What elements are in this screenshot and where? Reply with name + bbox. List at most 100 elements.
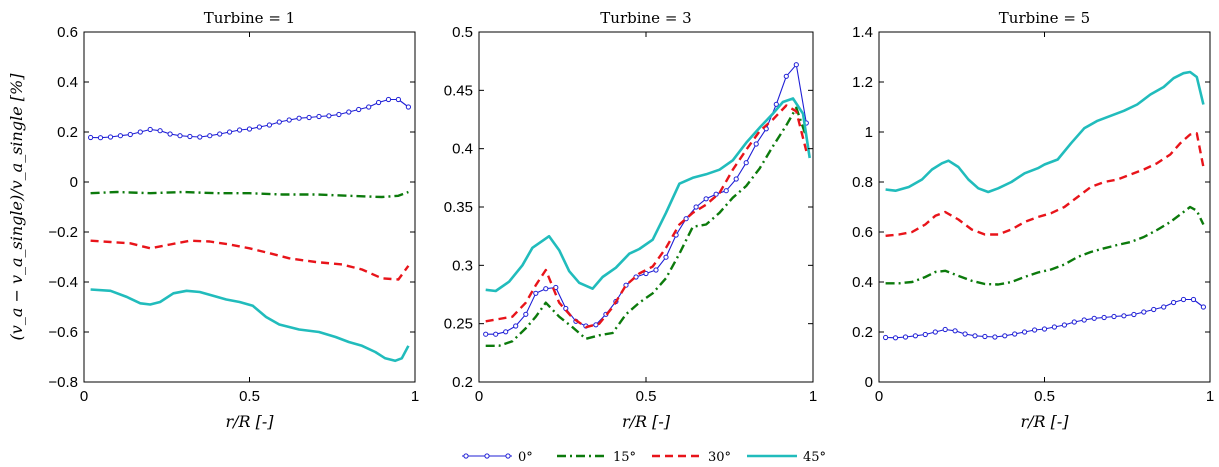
data-point [177, 133, 183, 139]
data-point [713, 191, 719, 197]
legend-label: 15° [613, 450, 636, 465]
series-line-3 [485, 97, 811, 293]
y-tick-label: 0.2 [57, 124, 78, 141]
data-point [1190, 296, 1197, 303]
data-point [1111, 313, 1117, 320]
series-line-2 [885, 132, 1205, 237]
data-point [883, 334, 889, 341]
x-axis-label: r/R [-] [225, 412, 274, 431]
panel-turbine-5: Turbine = 5 0 0.2 0.4 0.6 0.8 1 1.2 1.4 0 0.5 1 r/R … [852, 9, 1214, 431]
legend-label: 45° [803, 450, 826, 465]
data-point [227, 129, 233, 135]
data-point [743, 160, 749, 166]
data-point [1061, 322, 1068, 328]
y-tick-label: 1.2 [852, 74, 873, 91]
data-point [1091, 315, 1097, 321]
x-tick-label: 0.5 [636, 388, 657, 405]
data-point [366, 104, 372, 110]
data-point [1051, 324, 1058, 330]
data-point [773, 101, 779, 107]
series-line-1 [485, 106, 808, 347]
y-tick-label: 0.8 [852, 174, 873, 191]
y-tick-label: 0 [70, 174, 78, 191]
series-line-2 [90, 239, 410, 281]
data-point [256, 124, 262, 130]
data-point [316, 113, 322, 120]
data-point [912, 333, 919, 339]
y-axis-label: (v_a − v_a_single)/v_a_single [%] [7, 73, 26, 341]
data-point [1002, 333, 1008, 339]
panel-turbine-1: Turbine = 1 −0.8 −0.6 −0.4 −0.2 0 0.2 0.4 0.6 0 0.… [7, 9, 419, 431]
data-point [533, 290, 539, 296]
legend-item: 15° [557, 450, 636, 465]
legend-item: 30° [652, 450, 731, 465]
panel-turbine-3: Turbine = 3 0.2 0.25 0.3 0.35 0.4 0.45 0.5 0 0.5 1… [444, 9, 817, 431]
data-point [147, 126, 153, 133]
data-point [523, 311, 529, 317]
data-point [127, 131, 133, 138]
data-point [187, 133, 193, 140]
data-point [1041, 326, 1048, 332]
data-point [197, 134, 203, 140]
y-tick-label: 0.25 [444, 316, 473, 333]
x-axis-label: r/R [-] [622, 412, 671, 431]
y-tick-label: −0.8 [48, 374, 78, 391]
data-point [1022, 329, 1028, 335]
data-point [1081, 317, 1087, 323]
x-tick-label: 1 [1206, 388, 1214, 405]
x-tick-label: 0.5 [1034, 388, 1055, 405]
data-point [207, 133, 213, 139]
data-point [1071, 319, 1077, 325]
y-tick-label: 0.45 [444, 82, 473, 99]
data-point [483, 331, 489, 337]
data-point [306, 114, 312, 121]
data-point [167, 131, 173, 137]
data-point [336, 111, 342, 118]
data-point [982, 333, 988, 340]
data-point [1101, 314, 1107, 321]
data-point [286, 117, 292, 123]
data-point [1151, 306, 1157, 313]
data-point [266, 122, 272, 128]
series-line-2 [485, 104, 808, 329]
y-tick-label: 1 [865, 124, 873, 141]
data-point [246, 126, 253, 132]
panel-title: Turbine = 1 [204, 9, 295, 27]
data-point [703, 196, 709, 202]
data-point [723, 188, 729, 194]
data-point [296, 115, 302, 121]
data-point [1141, 309, 1147, 315]
data-point [137, 129, 143, 135]
data-point [1161, 304, 1167, 310]
data-point [1200, 304, 1207, 310]
series-line-1 [90, 190, 409, 199]
y-tick-label: 0.5 [452, 24, 473, 41]
x-tick-label: 0 [475, 388, 483, 405]
data-point [376, 99, 382, 106]
legend-label: 0° [518, 450, 533, 465]
data-point [117, 133, 124, 139]
data-point [543, 286, 549, 292]
series-line-3 [90, 288, 410, 363]
data-point [503, 329, 509, 335]
data-point [356, 106, 362, 113]
data-point [962, 331, 968, 337]
y-tick-label: 0 [865, 374, 873, 391]
axes-frame [478, 31, 814, 383]
x-tick-label: 1 [809, 388, 817, 405]
y-tick-label: 0.4 [852, 274, 873, 291]
data-point [97, 135, 104, 141]
data-point [276, 119, 282, 125]
y-tick-label: 0.35 [444, 199, 473, 216]
data-point [326, 113, 332, 119]
data-point [653, 267, 659, 273]
y-tick-label: 0.6 [57, 24, 78, 41]
panel-title: Turbine = 5 [999, 9, 1090, 27]
y-tick-label: 0.2 [852, 324, 873, 341]
x-tick-label: 0 [80, 388, 88, 405]
data-point [1012, 331, 1018, 337]
data-point [385, 96, 392, 103]
y-tick-label: 0.3 [452, 257, 473, 274]
data-point [733, 176, 739, 182]
